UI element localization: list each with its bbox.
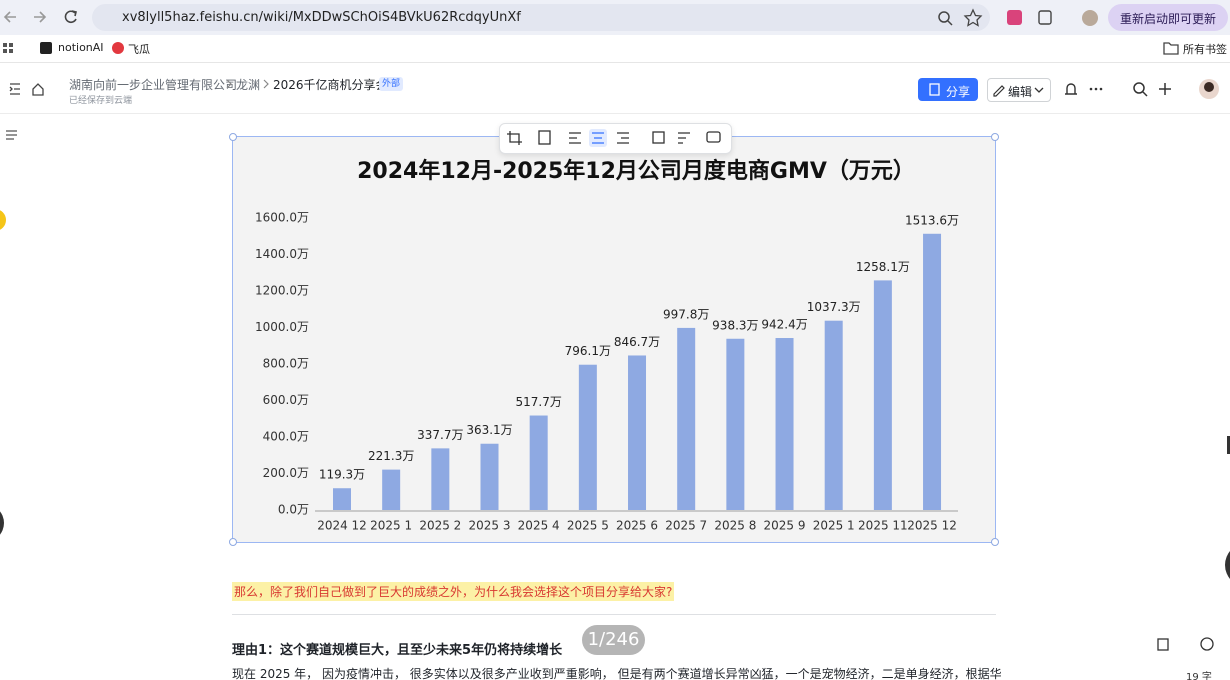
- value-label: 796.1万: [565, 344, 611, 358]
- y-tick-label: 0.0万: [278, 503, 309, 517]
- bar: [480, 443, 499, 510]
- value-label: 517.7万: [516, 395, 562, 409]
- y-tick-label: 600.0万: [263, 393, 309, 407]
- tag: 外部: [379, 77, 404, 91]
- address-icons[interactable]: [935, 6, 985, 30]
- x-tick-label: 2025 2: [419, 519, 461, 533]
- value-label: 846.7万: [614, 335, 660, 349]
- value-label: 363.1万: [466, 423, 512, 437]
- bar: [628, 355, 647, 510]
- page-indicator-bg: [582, 625, 645, 655]
- edit-button[interactable]: [987, 78, 1051, 102]
- image-toolbar-icons[interactable]: [500, 124, 730, 152]
- chevron: [226, 79, 232, 89]
- edit-icons: [993, 85, 1044, 97]
- nav-buttons[interactable]: [0, 0, 90, 35]
- value-label: 337.7万: [417, 428, 463, 442]
- x-tick-label: 2025 5: [567, 519, 609, 533]
- word-count: 19 字: [1186, 672, 1212, 680]
- url[interactable]: xv8lyll5haz.feishu.cn/wiki/MxDDwSChOiS4B…: [122, 10, 521, 25]
- bar: [529, 415, 548, 510]
- edit-text[interactable]: 编辑: [1008, 85, 1033, 99]
- bar: [677, 327, 696, 510]
- value-label: 1513.6万: [905, 213, 959, 227]
- x-tick-label: 2024 12: [317, 519, 367, 533]
- x-tick-label: 2025 7: [665, 519, 707, 533]
- chart-title: 2024年12月-2025年12月公司月度电商GMV（万元）: [357, 158, 915, 184]
- image-toolbar: [499, 123, 732, 154]
- left-decor: [0, 130, 17, 535]
- float-icons[interactable]: [1150, 633, 1220, 655]
- bookmark[interactable]: 飞瓜: [128, 43, 150, 56]
- y-tick-label: 1400.0万: [255, 247, 309, 261]
- x-tick-label: 2025 9: [764, 519, 806, 533]
- extensions[interactable]: [1005, 6, 1105, 30]
- value-label: 938.3万: [712, 318, 758, 332]
- value-label: 119.3万: [319, 468, 365, 482]
- folder-icon: [1163, 42, 1179, 55]
- value-label: 1258.1万: [856, 260, 910, 274]
- value-label: 1037.3万: [807, 300, 861, 314]
- chart-image[interactable]: 2024年12月-2025年12月公司月度电商GMV（万元） 0.0万 200.0…: [232, 136, 996, 543]
- breadcrumb[interactable]: 湖南向前一步企业管理有限公司: [69, 78, 238, 92]
- update-button[interactable]: [1108, 4, 1228, 31]
- divider: [232, 614, 996, 615]
- y-tick-label: 400.0万: [263, 430, 309, 444]
- bar: [333, 488, 351, 510]
- x-tick-label: 2025 1: [813, 519, 855, 533]
- share-text[interactable]: 分享: [946, 85, 971, 99]
- x-tick-label: 2025 11: [858, 519, 908, 533]
- x-tick-label: 2025 3: [469, 519, 511, 533]
- value-label: 942.4万: [761, 318, 807, 332]
- bookmarks-bar: [0, 35, 1230, 63]
- bookmark-icons: [3, 42, 124, 54]
- bar: [431, 448, 450, 510]
- save-status: 已经保存到云端: [69, 96, 133, 106]
- breadcrumb-current[interactable]: 2026千亿商机分享会: [273, 78, 388, 92]
- address-bar[interactable]: [92, 4, 990, 31]
- bar: [726, 338, 745, 510]
- bar: [775, 338, 794, 510]
- chevron: [263, 79, 269, 89]
- y-tick-label: 200.0万: [263, 466, 309, 480]
- image-handles: [229, 133, 999, 546]
- x-tick-label: 2025 8: [714, 519, 756, 533]
- share-icon: [929, 83, 940, 96]
- value-label: 997.8万: [663, 307, 709, 321]
- bar: [382, 469, 401, 510]
- bar: [824, 320, 843, 510]
- y-tick-label: 1600.0万: [255, 211, 309, 225]
- y-tick-label: 1000.0万: [255, 320, 309, 334]
- header-icons[interactable]: [1060, 78, 1220, 102]
- breadcrumb[interactable]: 龙渊: [236, 78, 261, 92]
- right-decor: [1225, 436, 1230, 579]
- chart-background: [233, 137, 995, 542]
- highlight-text: 那么，除了我们自己做到了巨大的成绩之外，为什么我会选择这个项目分享给大家?: [232, 582, 675, 601]
- x-tick-label: 2025 1: [370, 519, 412, 533]
- header-divider: [0, 113, 1230, 114]
- value-label: 221.3万: [368, 449, 414, 463]
- bar: [578, 364, 597, 510]
- bar: [873, 280, 892, 510]
- x-tick-label: 2025 4: [518, 519, 560, 533]
- bar: [923, 233, 942, 510]
- sidebar-icons[interactable]: [6, 80, 46, 98]
- y-tick-label: 1200.0万: [255, 284, 309, 298]
- paragraph: 现在 2025 年， 因为疫情冲击， 很多实体以及很多产业收到严重影响， 但是有…: [232, 667, 1002, 680]
- x-tick-label: 2025 12: [907, 519, 957, 533]
- page-indicator: 1/246: [587, 629, 640, 650]
- x-tick-label: 2025 6: [616, 519, 658, 533]
- bookmark[interactable]: notionAI: [58, 41, 104, 54]
- update-text[interactable]: 重新启动即可更新: [1120, 12, 1217, 26]
- all-bookmarks[interactable]: 所有书签: [1183, 43, 1227, 56]
- y-tick-label: 800.0万: [263, 357, 309, 371]
- heading: 理由1：这个赛道规模巨大，且至少未来5年仍将持续增长: [232, 643, 563, 658]
